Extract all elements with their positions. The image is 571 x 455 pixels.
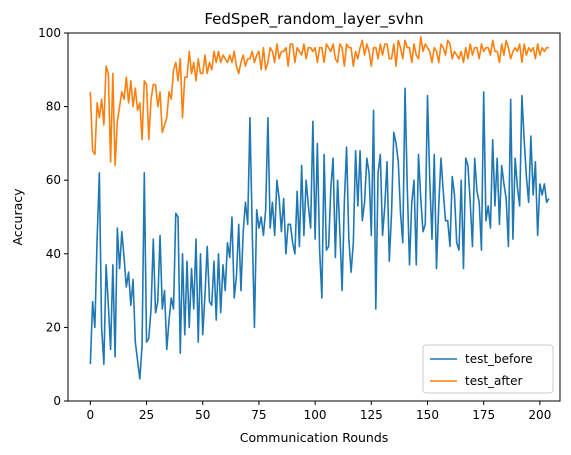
chart-title: FedSpeR_random_layer_svhn <box>204 10 423 29</box>
series-line-test-before <box>89 87 550 380</box>
x-tick-label: 75 <box>251 408 266 422</box>
x-tick-label: 150 <box>416 408 439 422</box>
x-tick-label: 50 <box>195 408 210 422</box>
y-tick-label: 0 <box>53 394 61 408</box>
x-tick-label: 125 <box>360 408 383 422</box>
x-tick-label: 175 <box>472 408 495 422</box>
y-axis-label: Accuracy <box>10 188 25 246</box>
series-line-test-after <box>89 35 549 167</box>
legend: test_before test_after <box>422 344 554 394</box>
y-tick-label: 80 <box>46 100 61 114</box>
ticks-layer: 0 25 50 75 100 125 150 175 200 0 20 40 60 80 100 <box>38 26 551 422</box>
legend-label-test-before: test_before <box>465 352 533 366</box>
series-layer <box>89 35 550 380</box>
x-tick-label: 100 <box>304 408 327 422</box>
y-tick-label: 100 <box>38 26 61 40</box>
y-tick-label: 20 <box>46 320 61 334</box>
x-tick-label: 25 <box>139 408 154 422</box>
x-axis-label: Communication Rounds <box>240 430 389 445</box>
x-tick-label: 0 <box>87 408 95 422</box>
x-tick-label: 200 <box>528 408 551 422</box>
plot-frame <box>67 32 561 402</box>
y-tick-label: 40 <box>46 247 61 261</box>
legend-label-test-after: test_after <box>465 374 523 388</box>
y-tick-label: 60 <box>46 173 61 187</box>
